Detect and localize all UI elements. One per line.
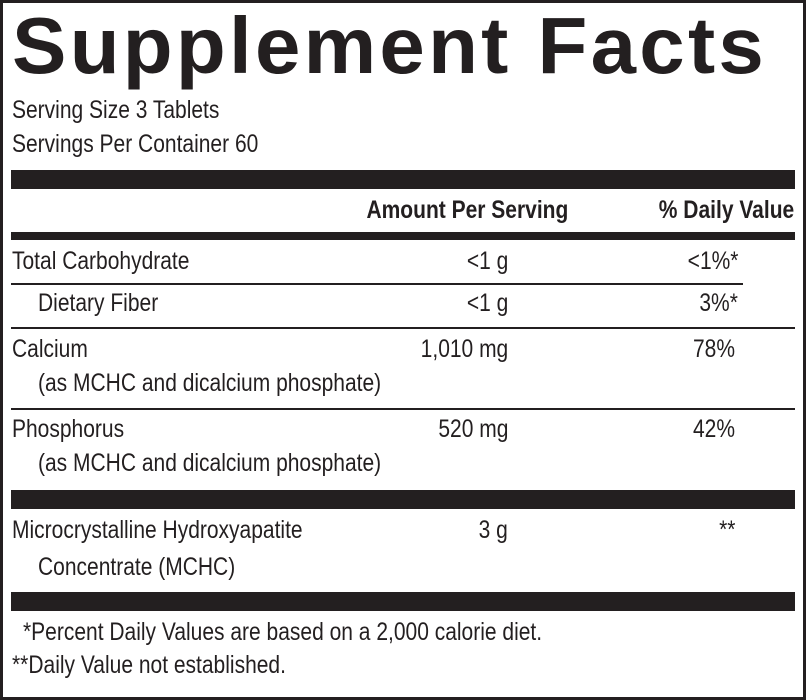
row-amount-phosphorus: 520 mg: [437, 415, 508, 443]
thick-divider: [11, 170, 795, 189]
row-amount-calcium: 1,010 mg: [420, 335, 508, 363]
row-dv-mchc: **: [718, 516, 735, 544]
row-name-phosphorus: Phosphorus: [12, 415, 125, 443]
serving-size: Serving Size 3 Tablets: [12, 96, 220, 124]
row-divider: [11, 408, 795, 410]
footnote-percent-daily-values: *Percent Daily Values are based on a 2,0…: [23, 618, 543, 646]
row-amount-total-carbohydrate: <1 g: [466, 247, 508, 275]
row-amount-dietary-fiber: <1 g: [466, 289, 508, 317]
row-dv-phosphorus: 42%: [692, 415, 735, 443]
row-dv-calcium: 78%: [692, 335, 735, 363]
row-amount-mchc: 3 g: [478, 516, 508, 544]
row-name-dietary-fiber: Dietary Fiber: [38, 289, 159, 317]
thick-divider: [11, 490, 795, 509]
row-name-mchc: Microcrystalline Hydroxyapatite: [12, 516, 303, 544]
header-daily-value: % Daily Value: [658, 196, 794, 224]
row-divider: [11, 283, 743, 285]
row-name-total-carbohydrate: Total Carbohydrate: [12, 247, 190, 275]
row-name-calcium: Calcium: [12, 335, 88, 363]
label-title: Supplement Facts: [12, 1, 768, 90]
header-amount-per-serving: Amount Per Serving: [366, 196, 568, 224]
header-divider: [11, 232, 795, 240]
thick-divider: [11, 592, 795, 611]
row-divider: [11, 327, 795, 329]
row-dv-total-carbohydrate: <1%*: [687, 247, 738, 275]
row-sub-calcium: (as MCHC and dicalcium phosphate): [38, 369, 382, 397]
row-sub-phosphorus: (as MCHC and dicalcium phosphate): [38, 449, 382, 477]
row-dv-dietary-fiber: 3%*: [699, 289, 738, 317]
row-sub-mchc: Concentrate (MCHC): [38, 553, 236, 581]
servings-per-container: Servings Per Container 60: [12, 130, 259, 158]
footnote-daily-value-not-established: **Daily Value not established.: [12, 651, 286, 679]
